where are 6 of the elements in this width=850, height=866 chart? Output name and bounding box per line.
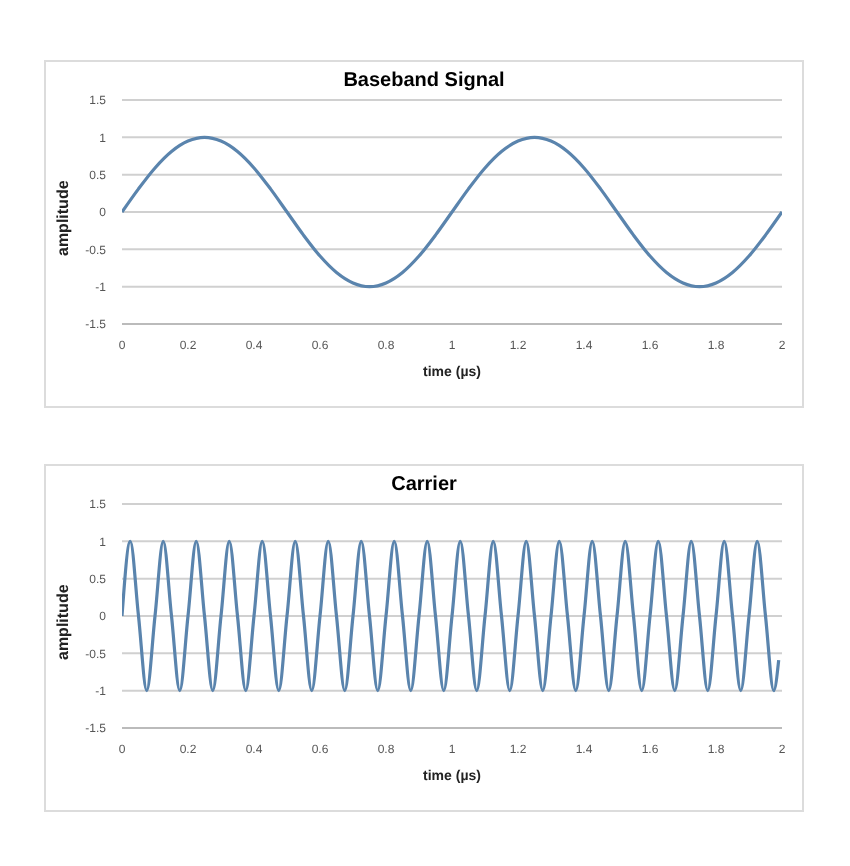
- line-series: [122, 539, 781, 693]
- y-axis-title: amplitude: [53, 583, 72, 660]
- chart-title: Carrier: [389, 474, 459, 496]
- chart-title: Baseband Signal: [341, 70, 507, 92]
- y-axis-title: amplitude: [53, 179, 72, 256]
- line-series: [122, 135, 782, 289]
